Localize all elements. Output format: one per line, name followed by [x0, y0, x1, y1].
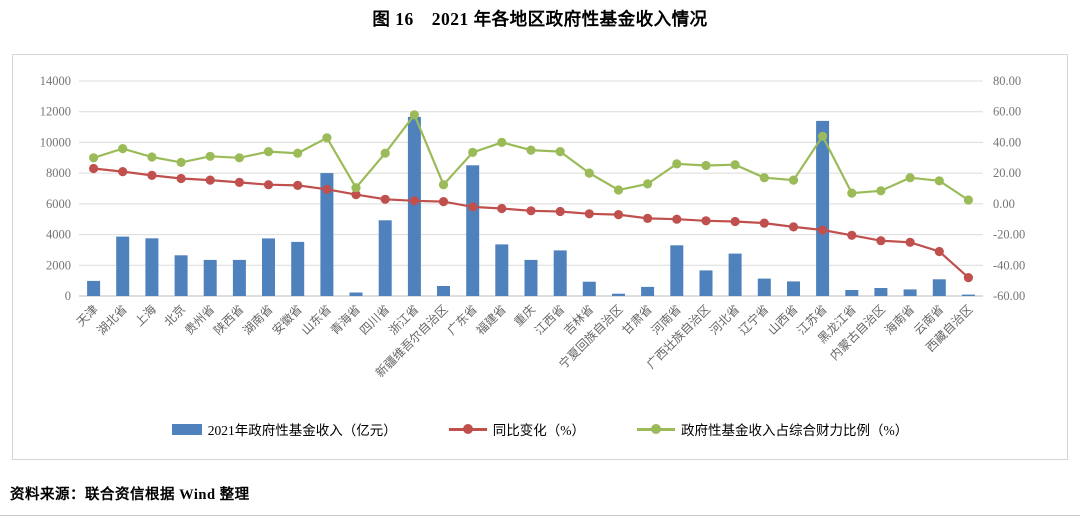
svg-text:6000: 6000	[46, 197, 71, 211]
legend-label-ratio-line: 政府性基金收入占综合财力比例（%）	[681, 423, 909, 438]
svg-text:40.00: 40.00	[993, 135, 1021, 149]
svg-text:青海省: 青海省	[327, 302, 363, 338]
svg-text:辽宁省: 辽宁省	[735, 302, 771, 338]
bar-swatch-icon	[171, 423, 202, 435]
legend-item-yoy-line: 同比变化（%）	[448, 419, 585, 439]
svg-text:14000: 14000	[40, 74, 71, 88]
chart-legend: 2021年政府性基金收入（亿元） 同比变化（%） 政府性基金收入占综合财力比例（…	[13, 419, 1067, 439]
svg-text:0: 0	[65, 289, 71, 303]
svg-text:60.00: 60.00	[993, 105, 1021, 119]
svg-text:江西省: 江西省	[532, 302, 567, 337]
svg-text:0.00: 0.00	[993, 197, 1015, 211]
svg-text:河北省: 河北省	[707, 302, 742, 337]
svg-text:-20.00: -20.00	[993, 228, 1025, 242]
svg-text:山西省: 山西省	[765, 302, 800, 337]
svg-text:8000: 8000	[46, 166, 71, 180]
line-marker-icon-green	[637, 424, 675, 434]
svg-text:山东省: 山东省	[299, 302, 334, 337]
svg-text:海南省: 海南省	[881, 302, 917, 338]
legend-item-ratio-line: 政府性基金收入占综合财力比例（%）	[637, 419, 908, 439]
legend-label-bar-series: 2021年政府性基金收入（亿元）	[207, 423, 397, 438]
svg-text:-40.00: -40.00	[993, 258, 1025, 272]
legend-label-yoy-line: 同比变化（%）	[492, 423, 585, 438]
svg-text:2000: 2000	[46, 258, 71, 272]
svg-text:甘肃省: 甘肃省	[619, 302, 654, 337]
svg-text:4000: 4000	[46, 228, 71, 242]
svg-text:福建省: 福建省	[473, 302, 509, 338]
svg-text:-60.00: -60.00	[993, 289, 1025, 303]
svg-text:安徽省: 安徽省	[269, 302, 305, 338]
svg-text:四川省: 四川省	[357, 302, 392, 337]
svg-text:广东省: 广东省	[444, 302, 479, 337]
document-divider	[0, 515, 1080, 516]
combo-chart-plot: 0 2000 4000 6000 8000 10000 12000 14000 -60.00 -4…	[40, 74, 1026, 380]
figure-title: 图 16 2021 年各地区政府性基金收入情况	[372, 9, 708, 29]
svg-text:12000: 12000	[40, 105, 71, 119]
svg-text:陕西省: 陕西省	[210, 302, 246, 338]
svg-text:贵州省: 贵州省	[182, 302, 217, 337]
svg-text:80.00: 80.00	[993, 74, 1021, 88]
line-marker-icon-red	[448, 424, 487, 434]
legend-item-bar-series: 2021年政府性基金收入（亿元）	[171, 419, 397, 439]
svg-text:湖北省: 湖北省	[94, 302, 130, 338]
svg-text:上海: 上海	[131, 302, 159, 330]
source-note: 资料来源：联合资信根据 Wind 整理	[10, 487, 250, 503]
chart-area: 0 2000 4000 6000 8000 10000 12000 14000 -60.00 -4…	[12, 54, 1068, 460]
svg-text:20.00: 20.00	[993, 166, 1021, 180]
svg-text:10000: 10000	[40, 135, 71, 149]
svg-text:湖南省: 湖南省	[240, 302, 276, 338]
